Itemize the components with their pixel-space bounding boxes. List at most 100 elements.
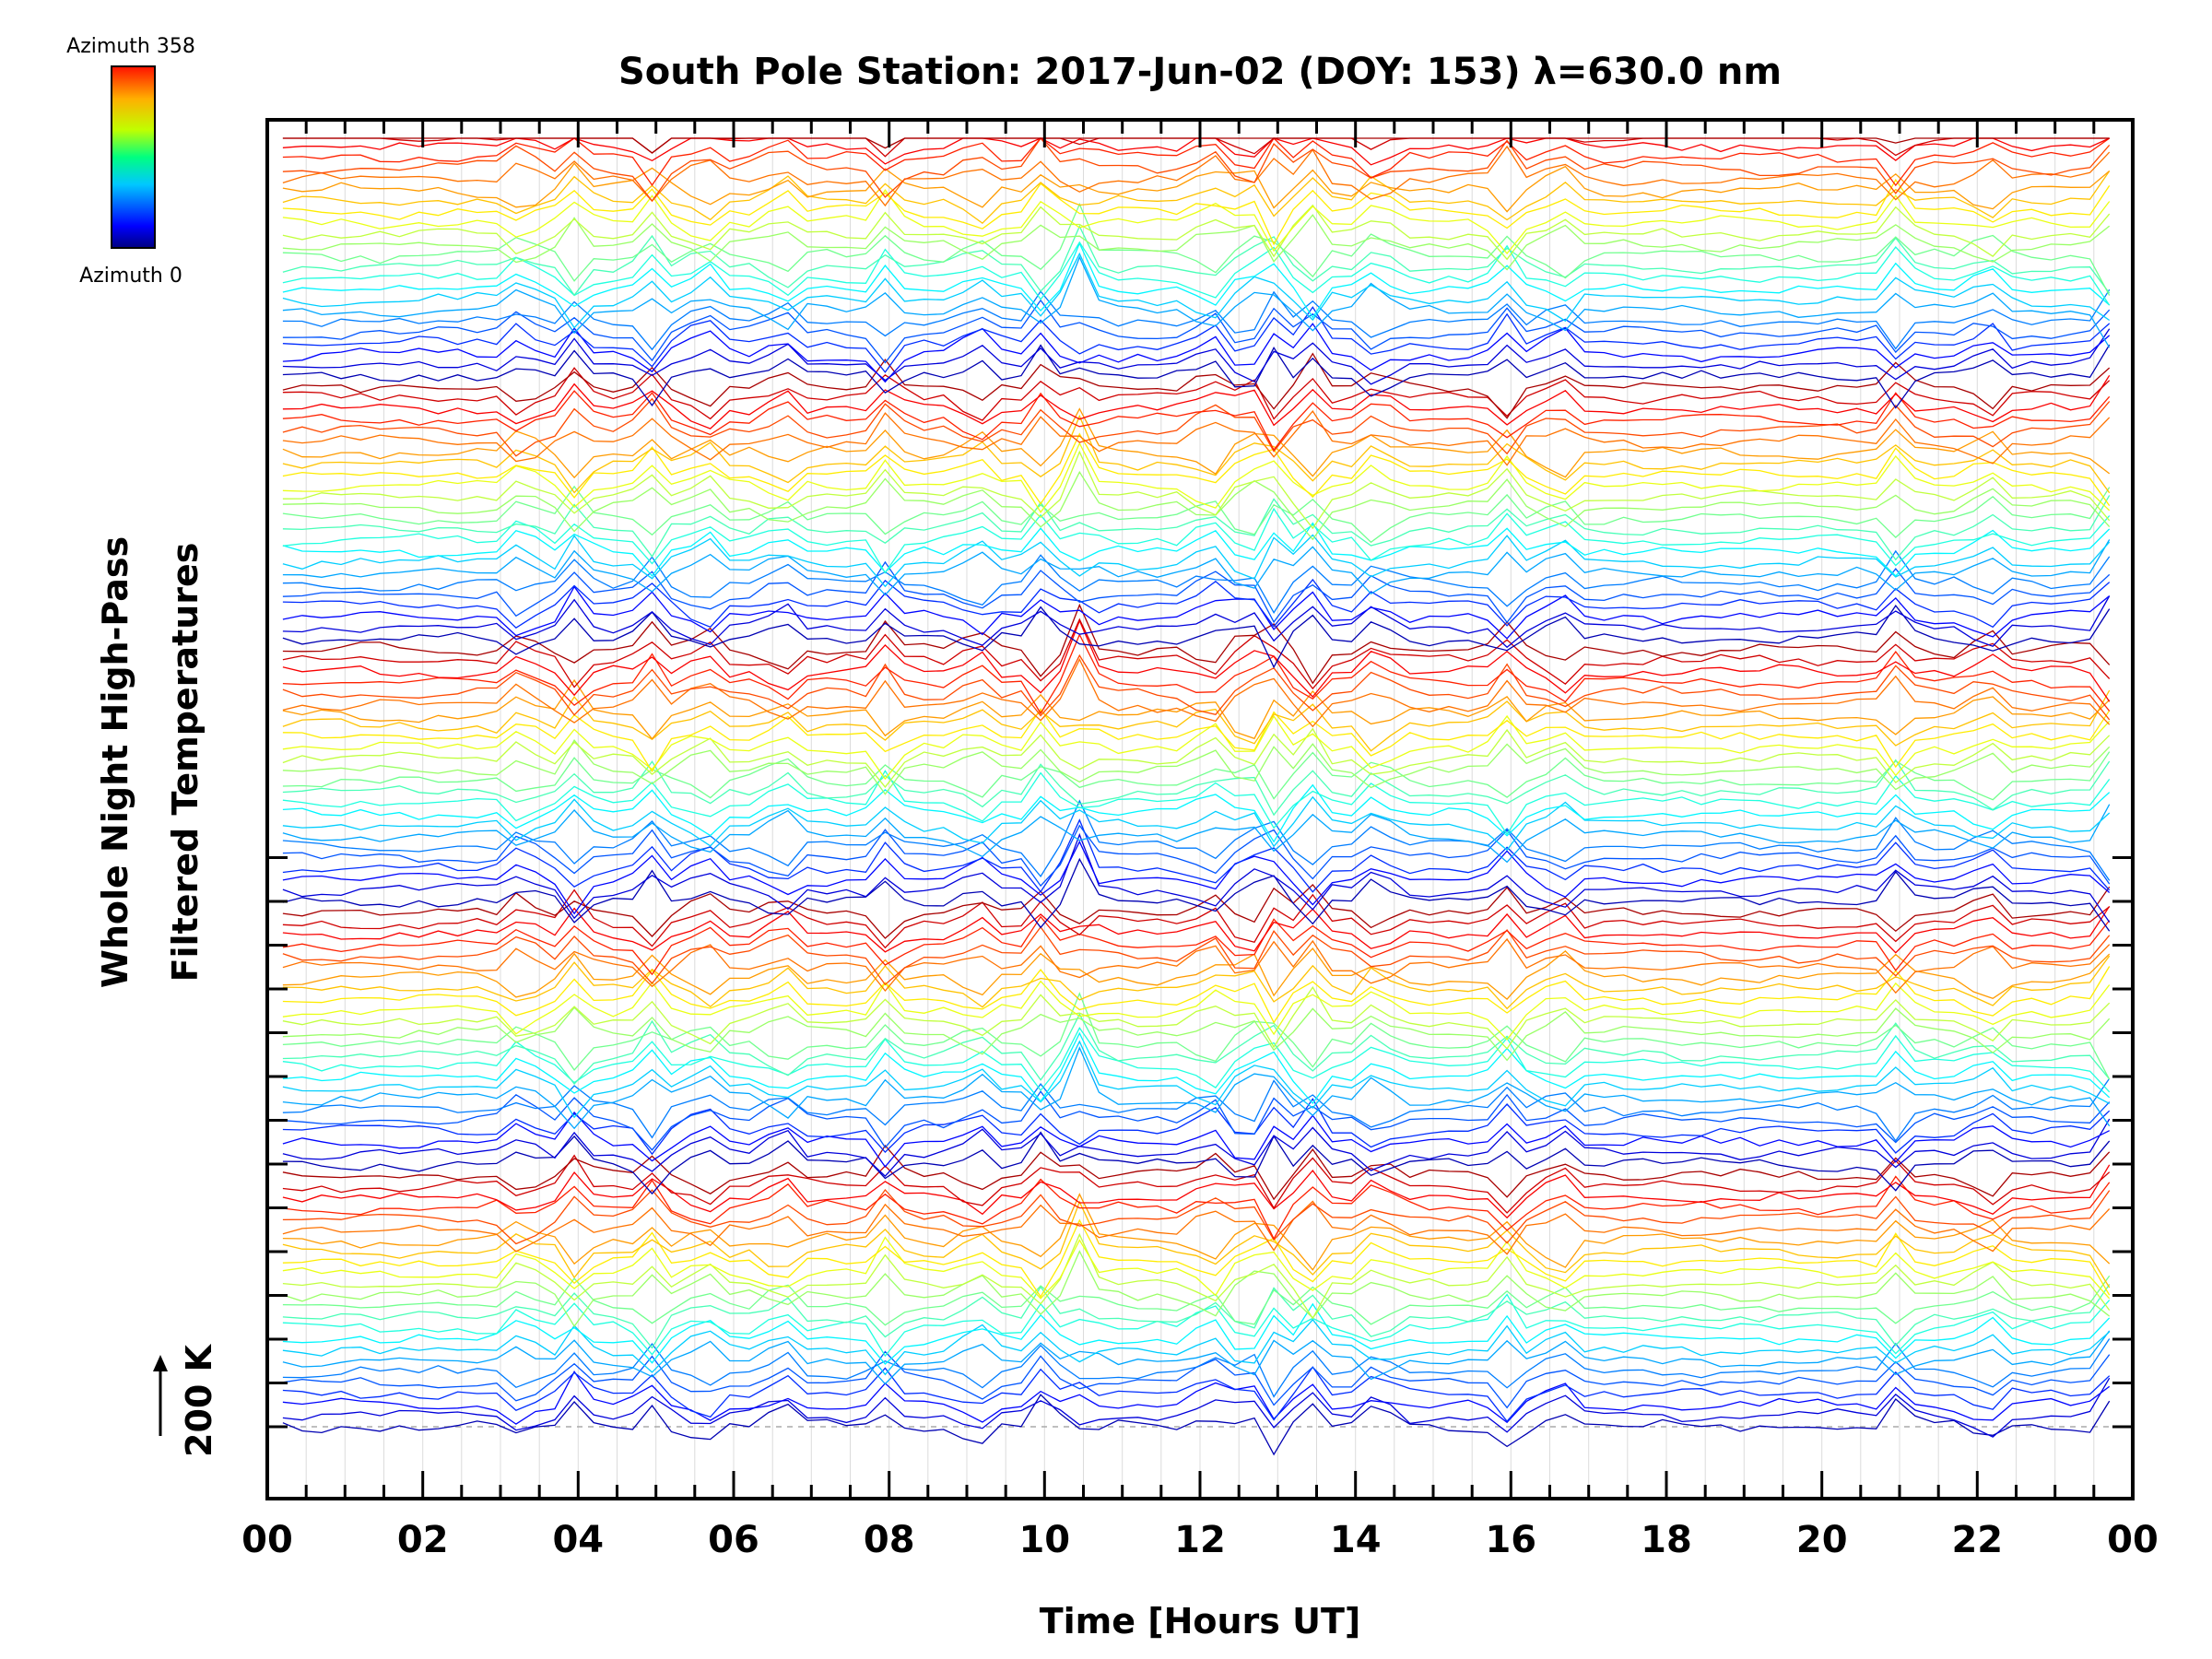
trace-line — [282, 1330, 2111, 1385]
trace-line — [282, 832, 2111, 923]
trace-line — [282, 1236, 2111, 1300]
trace-line — [282, 985, 2111, 1050]
x-tick-label: 12 — [1174, 1519, 1226, 1561]
trace-line — [282, 980, 2111, 1041]
trace-line — [282, 888, 2111, 949]
trace-line — [282, 145, 2111, 207]
trace-line — [282, 1232, 2111, 1320]
trace-line — [282, 905, 2111, 954]
x-tick-label: 04 — [552, 1519, 604, 1561]
trace-line — [282, 1031, 2111, 1105]
trace-line — [282, 352, 2111, 419]
trace-line — [282, 202, 2111, 296]
colorbar-bottom-label: Azimuth 0 — [79, 265, 182, 288]
y-axis-label-line1: Whole Night High-Pass — [95, 536, 135, 988]
trace-line — [282, 1118, 2111, 1178]
trace-line — [282, 1131, 2111, 1195]
trace-line — [282, 1098, 2111, 1156]
trace-line — [282, 799, 2111, 881]
trace-line — [282, 603, 2111, 685]
trace-line — [282, 955, 2111, 1010]
trace-line — [282, 241, 2111, 306]
trace-line — [282, 1338, 2111, 1398]
trace-line — [282, 824, 2111, 888]
trace-line — [282, 189, 2111, 255]
trace-line — [282, 1164, 2111, 1219]
trace-line — [282, 441, 2111, 513]
trace-line — [282, 1012, 2111, 1085]
trace-line — [282, 1366, 2111, 1423]
trace-line — [282, 653, 2111, 721]
trace-line — [282, 414, 2111, 494]
trace-line — [282, 618, 2111, 702]
trace-line — [282, 397, 2111, 457]
x-tick-label: 08 — [864, 1519, 915, 1561]
colorbar-top-label: Azimuth 358 — [66, 35, 195, 58]
trace-line — [282, 299, 2111, 364]
trace-line — [282, 1293, 2111, 1358]
x-tick-label: 22 — [1951, 1519, 2003, 1561]
trace-line — [282, 214, 2111, 271]
trace-line — [282, 738, 2111, 795]
trace-line — [282, 306, 2111, 373]
trace-line — [282, 255, 2111, 348]
trace-line — [282, 1006, 2111, 1062]
trace-line — [282, 804, 2111, 864]
trace-line — [282, 410, 2111, 466]
trace-line — [282, 1394, 2111, 1456]
trace-line — [282, 549, 2111, 614]
trace-line — [282, 344, 2111, 409]
trace-line — [282, 1218, 2111, 1299]
trace-line — [282, 595, 2111, 649]
trace-line — [282, 1377, 2111, 1438]
trace-line — [282, 252, 2111, 329]
trace-line — [282, 323, 2111, 383]
trace-line — [282, 795, 2111, 852]
trace-line — [282, 578, 2111, 629]
trace-line — [282, 727, 2111, 788]
trace-line — [282, 1284, 2111, 1349]
scale-bar — [153, 1355, 168, 1436]
trace-line — [282, 992, 2111, 1080]
trace-line — [282, 137, 2110, 154]
trace-line — [282, 136, 2111, 203]
x-tick-label: 00 — [241, 1519, 293, 1561]
trace-line — [282, 288, 2111, 351]
x-tick-label: 06 — [708, 1519, 759, 1561]
trace-line — [282, 162, 2111, 213]
x-axis-label: Time [Hours UT] — [1040, 1601, 1361, 1641]
colorbar — [111, 65, 156, 249]
trace-line — [282, 450, 2111, 530]
trace-line — [282, 1200, 2111, 1288]
trace-line — [282, 136, 2111, 187]
trace-line — [282, 1175, 2111, 1241]
trace-line — [282, 708, 2111, 773]
trace-line — [282, 585, 2111, 640]
trace-line — [282, 1318, 2111, 1376]
trace-line — [282, 633, 2111, 715]
trace-line — [282, 1111, 2110, 1168]
trace-line — [282, 407, 2111, 479]
x-tick-label: 10 — [1018, 1519, 1070, 1561]
trace-line — [282, 328, 2111, 385]
trace-line — [282, 604, 2111, 669]
trace-line — [282, 618, 2111, 690]
x-tick-label: 18 — [1641, 1519, 1692, 1561]
trace-line — [282, 470, 2111, 541]
trace-line — [282, 937, 2111, 994]
trace-line — [282, 367, 2111, 421]
trace-line — [282, 560, 2111, 624]
x-tick-labels: 00 02 04 06 08 10 12 14 16 18 20 22 00 — [241, 1519, 2159, 1561]
trace-line — [282, 1144, 2111, 1201]
trace-line — [282, 390, 2111, 452]
trace-line — [282, 770, 2111, 836]
trace-line — [282, 1188, 2111, 1245]
axis-ticks — [265, 120, 2135, 1499]
trace-line — [282, 840, 2111, 915]
trace-line — [282, 947, 2111, 1000]
trace-line — [282, 678, 2111, 740]
trace-line — [282, 751, 2111, 801]
x-tick-label: 16 — [1485, 1519, 1536, 1561]
trace-line — [282, 522, 2111, 577]
trace-line — [282, 714, 2111, 781]
